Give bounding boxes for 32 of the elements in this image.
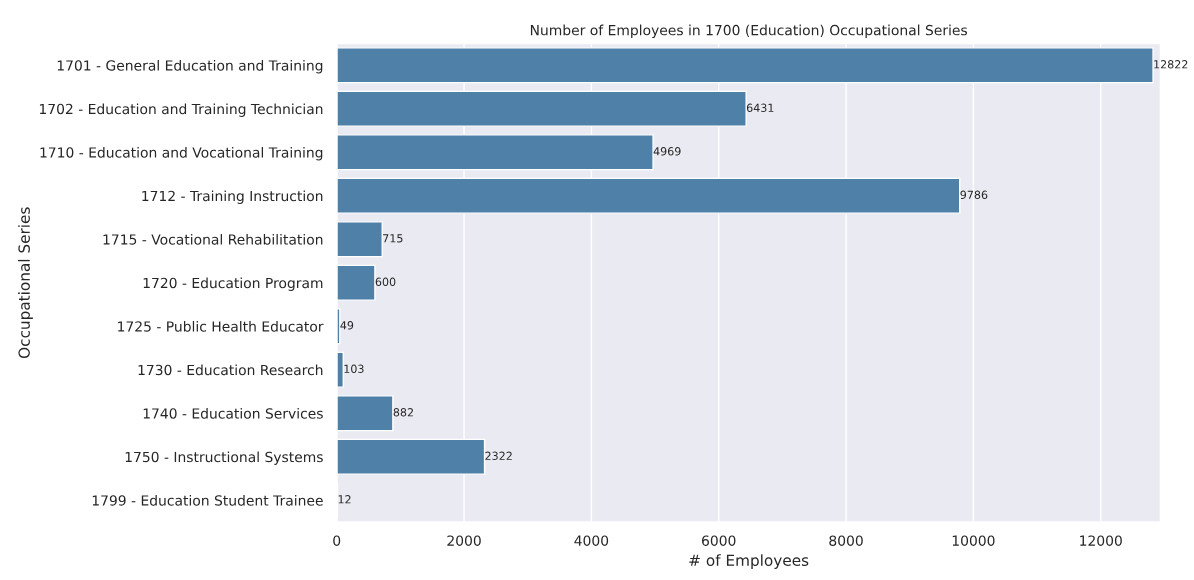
y-tick-label: 1730 - Education Research	[138, 364, 323, 376]
x-tick-label: 0	[333, 535, 341, 546]
data-label: 882	[393, 408, 413, 417]
y-axis-title: Occupational Series	[18, 207, 33, 359]
data-label: 9786	[960, 190, 988, 199]
x-tick-label: 10000	[952, 535, 995, 546]
y-tick-label: 1710 - Education and Vocational Training	[40, 146, 323, 161]
data-label: 2322	[485, 451, 512, 460]
x-tick-label: 6000	[702, 535, 736, 546]
chart-title: Number of Employees in 1700 (Education) Occupational Series	[530, 24, 968, 39]
y-tick-label: 1715 - Vocational Rehabilitation	[103, 233, 323, 245]
x-tick-label: 2000	[447, 535, 481, 546]
data-label: 12822	[1154, 60, 1188, 69]
x-tick-label: 12000	[1080, 535, 1122, 546]
data-label: 49	[340, 321, 354, 330]
y-tick-label: 1701 - General Education and Training	[57, 59, 323, 74]
x-tick-label: 4000	[574, 535, 609, 546]
y-tick-label: 1750 - Instructional Systems	[125, 451, 323, 465]
data-label: 6431	[746, 103, 774, 112]
data-label: 600	[375, 277, 396, 286]
y-tick-label: 1740 - Education Services	[143, 407, 323, 419]
data-label: 4969	[653, 147, 681, 156]
x-tick-label: 8000	[829, 535, 863, 546]
y-tick-label: 1712 - Training Instruction	[142, 190, 323, 204]
x-axis-title: # of Employees	[689, 554, 809, 569]
y-tick-label: 1720 - Education Program	[143, 277, 323, 291]
y-tick-label: 1799 - Education Student Trainee	[92, 494, 323, 506]
y-tick-label: 1725 - Public Health Educator	[118, 320, 324, 332]
y-tick-label: 1702 - Education and Training Technician	[39, 103, 323, 117]
data-label: 103	[344, 364, 364, 373]
data-label: 12	[338, 495, 351, 504]
data-label: 715	[383, 234, 403, 243]
